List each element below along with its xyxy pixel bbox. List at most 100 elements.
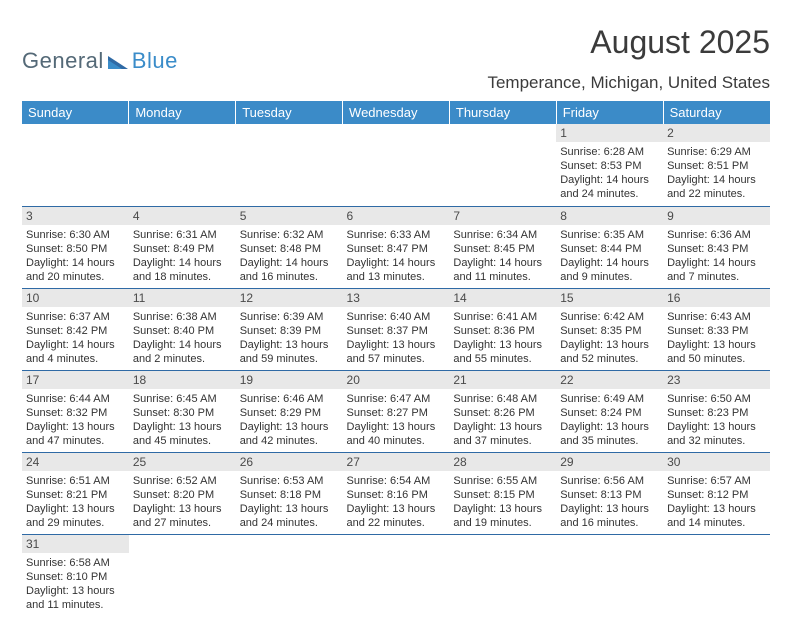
day-sunset: Sunset: 8:24 PM — [560, 406, 659, 420]
day-day1: Daylight: 14 hours — [133, 256, 232, 270]
day-sunrise: Sunrise: 6:34 AM — [453, 228, 552, 242]
day-sunset: Sunset: 8:49 PM — [133, 242, 232, 256]
day-body: Sunrise: 6:35 AMSunset: 8:44 PMDaylight:… — [556, 225, 663, 287]
day-sunrise: Sunrise: 6:51 AM — [26, 474, 125, 488]
day-day2: and 22 minutes. — [667, 187, 766, 201]
month-title: August 2025 — [487, 24, 770, 61]
day-day1: Daylight: 13 hours — [453, 420, 552, 434]
day-number: 27 — [343, 453, 450, 471]
day-body: Sunrise: 6:42 AMSunset: 8:35 PMDaylight:… — [556, 307, 663, 369]
day-day2: and 59 minutes. — [240, 352, 339, 366]
calendar-cell — [449, 124, 556, 206]
calendar-cell: 7Sunrise: 6:34 AMSunset: 8:45 PMDaylight… — [449, 206, 556, 288]
day-body: Sunrise: 6:46 AMSunset: 8:29 PMDaylight:… — [236, 389, 343, 451]
day-sunrise: Sunrise: 6:48 AM — [453, 392, 552, 406]
day-day1: Daylight: 13 hours — [667, 502, 766, 516]
day-day1: Daylight: 14 hours — [26, 338, 125, 352]
calendar-cell: 31Sunrise: 6:58 AMSunset: 8:10 PMDayligh… — [22, 534, 129, 616]
day-day2: and 24 minutes. — [240, 516, 339, 530]
day-body: Sunrise: 6:47 AMSunset: 8:27 PMDaylight:… — [343, 389, 450, 451]
day-number: 7 — [449, 207, 556, 225]
day-body: Sunrise: 6:28 AMSunset: 8:53 PMDaylight:… — [556, 142, 663, 204]
day-day2: and 47 minutes. — [26, 434, 125, 448]
calendar-cell: 18Sunrise: 6:45 AMSunset: 8:30 PMDayligh… — [129, 370, 236, 452]
day-sunrise: Sunrise: 6:42 AM — [560, 310, 659, 324]
day-day1: Daylight: 13 hours — [26, 502, 125, 516]
day-sunrise: Sunrise: 6:46 AM — [240, 392, 339, 406]
day-day2: and 24 minutes. — [560, 187, 659, 201]
day-day1: Daylight: 14 hours — [240, 256, 339, 270]
day-sunset: Sunset: 8:26 PM — [453, 406, 552, 420]
day-number: 21 — [449, 371, 556, 389]
calendar-cell: 20Sunrise: 6:47 AMSunset: 8:27 PMDayligh… — [343, 370, 450, 452]
title-block: August 2025 Temperance, Michigan, United… — [487, 24, 770, 93]
day-body: Sunrise: 6:38 AMSunset: 8:40 PMDaylight:… — [129, 307, 236, 369]
day-day2: and 42 minutes. — [240, 434, 339, 448]
day-sunrise: Sunrise: 6:36 AM — [667, 228, 766, 242]
day-number: 3 — [22, 207, 129, 225]
day-day1: Daylight: 13 hours — [560, 338, 659, 352]
day-day2: and 32 minutes. — [667, 434, 766, 448]
calendar-cell: 19Sunrise: 6:46 AMSunset: 8:29 PMDayligh… — [236, 370, 343, 452]
day-number: 31 — [22, 535, 129, 553]
calendar-row: 17Sunrise: 6:44 AMSunset: 8:32 PMDayligh… — [22, 370, 770, 452]
day-day2: and 22 minutes. — [347, 516, 446, 530]
calendar-cell: 5Sunrise: 6:32 AMSunset: 8:48 PMDaylight… — [236, 206, 343, 288]
day-day2: and 52 minutes. — [560, 352, 659, 366]
flag-icon — [108, 54, 130, 75]
calendar-cell: 24Sunrise: 6:51 AMSunset: 8:21 PMDayligh… — [22, 452, 129, 534]
calendar-cell: 30Sunrise: 6:57 AMSunset: 8:12 PMDayligh… — [663, 452, 770, 534]
day-sunset: Sunset: 8:45 PM — [453, 242, 552, 256]
day-number: 29 — [556, 453, 663, 471]
day-sunset: Sunset: 8:39 PM — [240, 324, 339, 338]
day-day2: and 18 minutes. — [133, 270, 232, 284]
day-sunset: Sunset: 8:44 PM — [560, 242, 659, 256]
day-sunset: Sunset: 8:40 PM — [133, 324, 232, 338]
day-sunrise: Sunrise: 6:50 AM — [667, 392, 766, 406]
day-day1: Daylight: 14 hours — [347, 256, 446, 270]
day-sunset: Sunset: 8:42 PM — [26, 324, 125, 338]
day-sunrise: Sunrise: 6:35 AM — [560, 228, 659, 242]
day-sunrise: Sunrise: 6:28 AM — [560, 145, 659, 159]
day-body: Sunrise: 6:55 AMSunset: 8:15 PMDaylight:… — [449, 471, 556, 533]
day-number: 10 — [22, 289, 129, 307]
day-sunset: Sunset: 8:50 PM — [26, 242, 125, 256]
weekday-header: Saturday — [663, 101, 770, 124]
calendar-cell: 26Sunrise: 6:53 AMSunset: 8:18 PMDayligh… — [236, 452, 343, 534]
day-day1: Daylight: 13 hours — [240, 502, 339, 516]
day-day2: and 16 minutes. — [560, 516, 659, 530]
day-body: Sunrise: 6:43 AMSunset: 8:33 PMDaylight:… — [663, 307, 770, 369]
day-body: Sunrise: 6:34 AMSunset: 8:45 PMDaylight:… — [449, 225, 556, 287]
calendar-cell: 9Sunrise: 6:36 AMSunset: 8:43 PMDaylight… — [663, 206, 770, 288]
day-sunset: Sunset: 8:13 PM — [560, 488, 659, 502]
header: General Blue August 2025 Temperance, Mic… — [22, 20, 770, 93]
day-sunrise: Sunrise: 6:45 AM — [133, 392, 232, 406]
day-sunset: Sunset: 8:15 PM — [453, 488, 552, 502]
day-sunrise: Sunrise: 6:33 AM — [347, 228, 446, 242]
day-day2: and 4 minutes. — [26, 352, 125, 366]
calendar-cell: 11Sunrise: 6:38 AMSunset: 8:40 PMDayligh… — [129, 288, 236, 370]
day-day1: Daylight: 13 hours — [560, 502, 659, 516]
day-day2: and 9 minutes. — [560, 270, 659, 284]
calendar-cell: 15Sunrise: 6:42 AMSunset: 8:35 PMDayligh… — [556, 288, 663, 370]
day-sunset: Sunset: 8:35 PM — [560, 324, 659, 338]
day-body: Sunrise: 6:49 AMSunset: 8:24 PMDaylight:… — [556, 389, 663, 451]
calendar-cell: 14Sunrise: 6:41 AMSunset: 8:36 PMDayligh… — [449, 288, 556, 370]
day-number: 11 — [129, 289, 236, 307]
day-number: 14 — [449, 289, 556, 307]
day-day2: and 55 minutes. — [453, 352, 552, 366]
weekday-header: Friday — [556, 101, 663, 124]
day-sunset: Sunset: 8:43 PM — [667, 242, 766, 256]
day-number: 30 — [663, 453, 770, 471]
day-day1: Daylight: 13 hours — [560, 420, 659, 434]
day-number: 24 — [22, 453, 129, 471]
day-day2: and 27 minutes. — [133, 516, 232, 530]
calendar-cell: 8Sunrise: 6:35 AMSunset: 8:44 PMDaylight… — [556, 206, 663, 288]
weekday-header-row: SundayMondayTuesdayWednesdayThursdayFrid… — [22, 101, 770, 124]
day-sunset: Sunset: 8:51 PM — [667, 159, 766, 173]
calendar-row: 31Sunrise: 6:58 AMSunset: 8:10 PMDayligh… — [22, 534, 770, 616]
day-sunrise: Sunrise: 6:53 AM — [240, 474, 339, 488]
calendar-cell — [236, 124, 343, 206]
calendar-cell: 10Sunrise: 6:37 AMSunset: 8:42 PMDayligh… — [22, 288, 129, 370]
calendar-cell: 22Sunrise: 6:49 AMSunset: 8:24 PMDayligh… — [556, 370, 663, 452]
